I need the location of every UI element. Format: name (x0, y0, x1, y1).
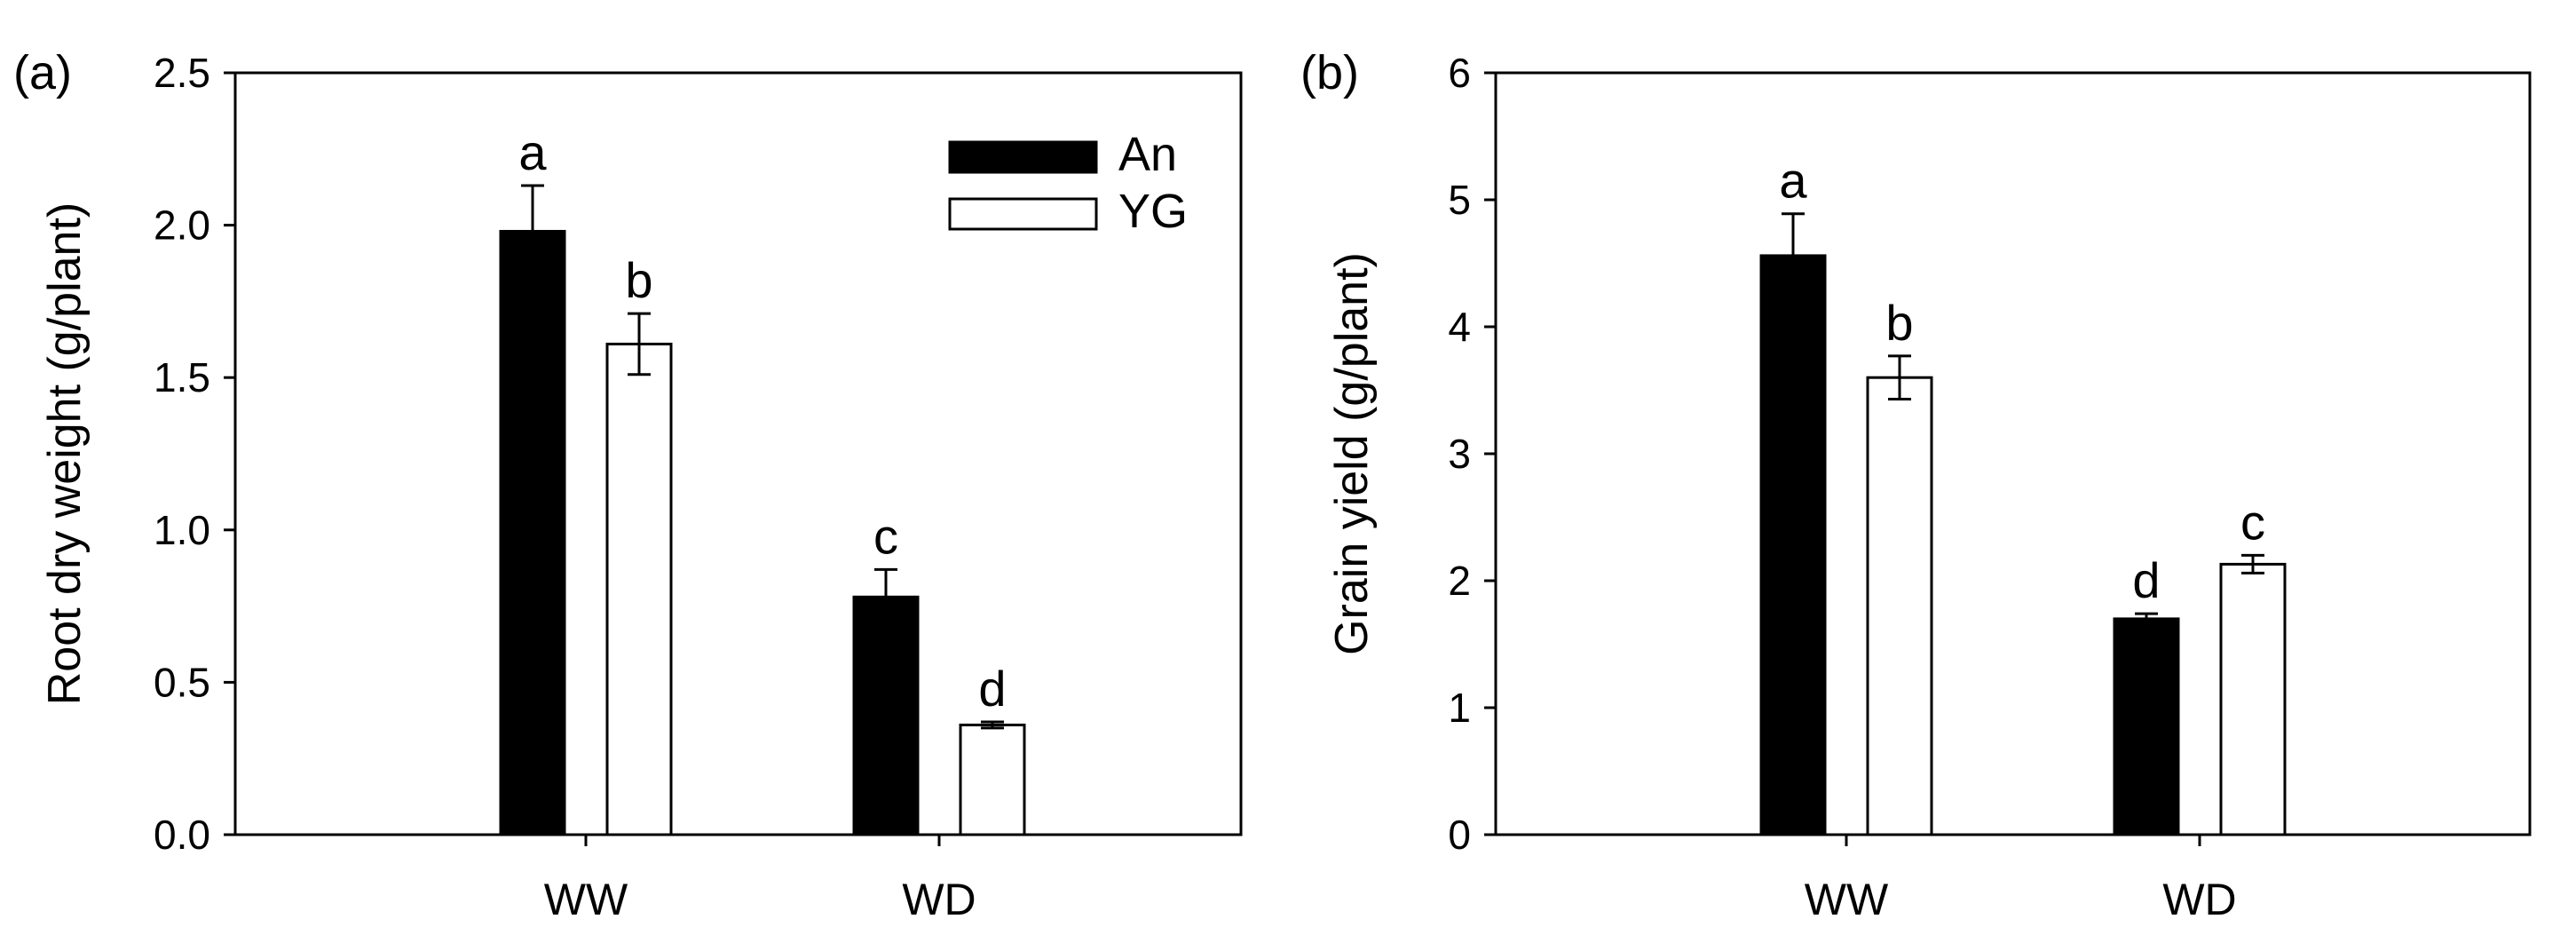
y-tick-label: 0.5 (154, 659, 210, 705)
significance-letter: a (1779, 153, 1807, 209)
panel-a: 0.0 0.5 1.0 1.5 2.0 2.5 WW WD Root dry weight (g… (13, 46, 1243, 924)
bar-an-wd (2113, 617, 2180, 836)
x-category-label: WD (2162, 875, 2236, 924)
y-tick-label: 2.5 (154, 50, 210, 96)
x-category-label: WW (544, 875, 628, 924)
y-tick-label: 2.0 (154, 202, 210, 249)
significance-letter: d (2132, 552, 2160, 608)
significance-letter: b (625, 252, 652, 308)
plot-frame (233, 71, 1243, 836)
plot-frame (1494, 71, 2532, 836)
y-tick-label: 4 (1448, 304, 1471, 350)
bar-an-ww (499, 229, 566, 836)
bar-yg-wd (2219, 562, 2287, 836)
legend-label-an: An (1118, 128, 1177, 181)
y-tick-label: 1 (1448, 685, 1471, 731)
bar-yg-ww (1866, 376, 1933, 836)
bar-an-ww (1759, 254, 1827, 836)
panel-b: 0 1 2 3 4 5 6 WW WD Grain yield (g/plant) (b) a d b c (1300, 46, 2532, 924)
x-category-label: WW (1805, 875, 1889, 924)
significance-letter: c (2240, 494, 2265, 550)
y-axis-title: Grain yield (g/plant) (1326, 252, 1378, 655)
y-tick-label: 6 (1448, 50, 1471, 96)
y-tick-label: 1.5 (154, 354, 210, 400)
y-tick-label: 1.0 (154, 507, 210, 553)
bar-yg-wd (959, 723, 1026, 836)
y-tick-label: 5 (1448, 177, 1471, 223)
legend-label-yg: YG (1118, 185, 1188, 238)
panel-label: (b) (1300, 46, 1359, 99)
significance-letter: d (978, 661, 1006, 717)
legend-swatch-an (948, 140, 1098, 174)
significance-letter: c (873, 508, 898, 564)
bar-yg-ww (605, 342, 673, 836)
y-tick-label: 3 (1448, 431, 1471, 477)
significance-letter: b (1885, 295, 1913, 351)
significance-letter: a (518, 124, 547, 180)
y-tick-label: 2 (1448, 558, 1471, 604)
y-axis-title: Root dry weight (g/plant) (39, 202, 91, 706)
y-tick-label: 0.0 (154, 812, 210, 858)
bar-an-wd (852, 595, 920, 836)
y-tick-label: 0 (1448, 812, 1471, 858)
panel-label: (a) (13, 46, 72, 99)
x-category-label: WD (902, 875, 976, 924)
legend-swatch-yg (948, 197, 1098, 231)
